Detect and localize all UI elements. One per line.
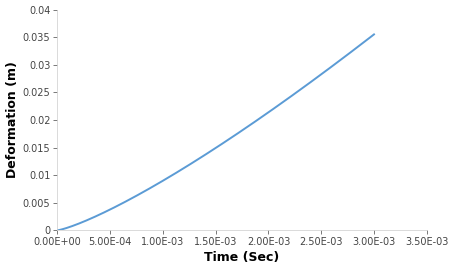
X-axis label: Time (Sec): Time (Sec) (204, 251, 280, 264)
Y-axis label: Deformation (m): Deformation (m) (5, 62, 19, 178)
